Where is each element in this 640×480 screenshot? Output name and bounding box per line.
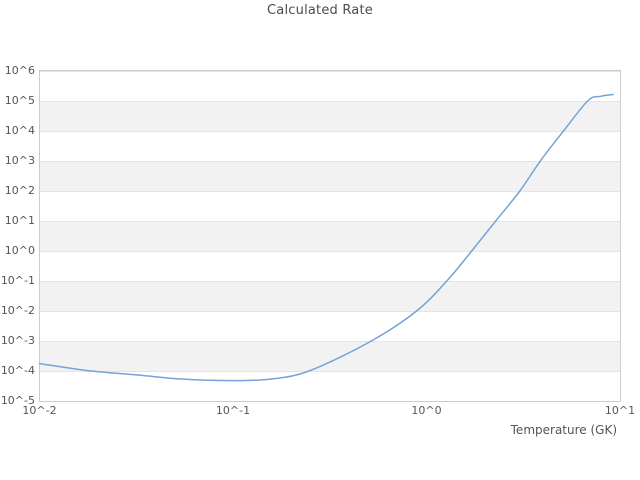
y-tick-label: 10^0 [4,243,35,257]
x-tick-label: 10^1 [604,404,636,417]
y-tick-label: 10^-5 [0,393,35,407]
y-tick-label: 10^4 [4,123,35,137]
x-tick-label: 10^-1 [215,404,251,417]
y-tick-label: 10^6 [4,63,35,77]
chart-title: Calculated Rate [267,3,373,18]
y-tick-label: 10^-1 [0,273,35,287]
plot-area [39,70,621,402]
x-axis-label: Temperature (GK) [510,423,617,437]
y-tick-label: 10^5 [4,93,35,107]
y-tick-label: 10^3 [4,153,35,167]
x-tick-label: 10^-2 [22,404,57,417]
y-tick-label: 10^-4 [0,363,35,377]
x-tick-label: 10^0 [411,404,442,417]
y-tick-label: 10^-2 [0,303,35,317]
y-tick-label: 10^1 [4,213,35,227]
y-tick-label: 10^-3 [0,333,35,347]
y-tick-label: 10^2 [4,183,35,197]
